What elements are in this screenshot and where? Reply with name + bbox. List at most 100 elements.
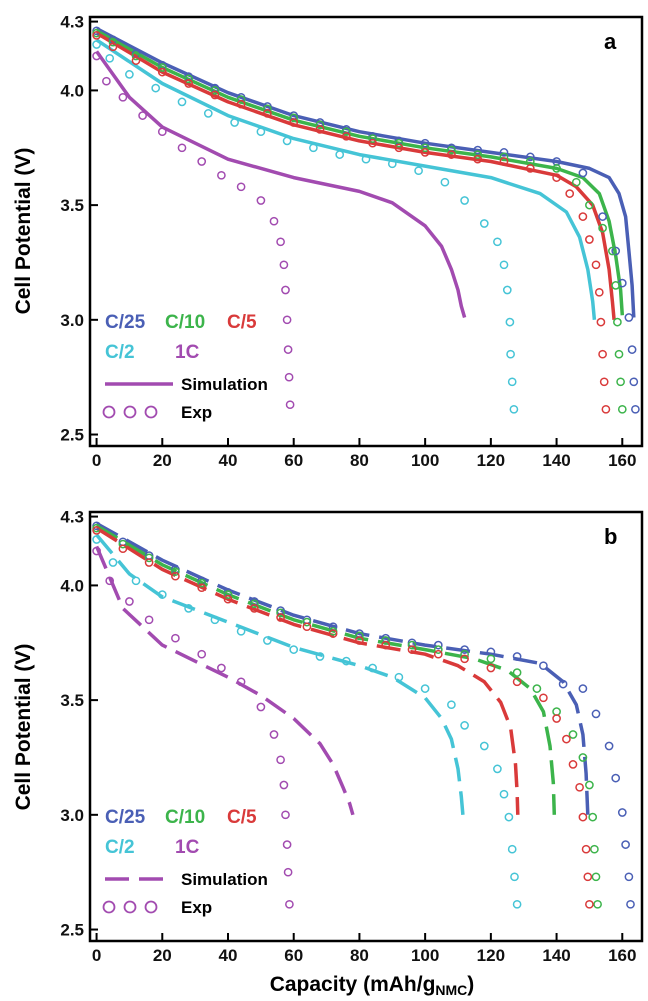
x-tick-label: 120 xyxy=(477,451,505,470)
legend-exp-marker xyxy=(102,900,116,914)
exp-point xyxy=(460,649,469,659)
legend-exp-label: Exp xyxy=(181,898,212,917)
plot-area xyxy=(92,521,635,909)
plot-frame xyxy=(88,510,644,943)
exp-point xyxy=(256,702,266,712)
y-tick-label: 4.3 xyxy=(60,13,84,32)
exp-point xyxy=(282,840,292,849)
exp-point xyxy=(335,150,345,159)
exp-point xyxy=(581,844,591,854)
exp-point xyxy=(486,663,496,673)
exp-point xyxy=(420,138,430,148)
exp-point xyxy=(279,780,289,790)
exp-point xyxy=(355,631,364,641)
y-tick-label: 3.0 xyxy=(60,311,84,330)
exp-point xyxy=(302,622,312,632)
exp-point xyxy=(223,594,233,604)
y-tick-label: 3.0 xyxy=(60,806,84,825)
exp-point xyxy=(276,237,285,247)
exp-point xyxy=(499,260,509,270)
y-tick-label: 3.5 xyxy=(60,691,84,710)
legend-rate-c-25: C/25 xyxy=(105,312,146,333)
panel-a: 0 20 40 60 80 100 120 140 160 2.5 3.0 3.5 4.0 4.3 Cell… xyxy=(12,13,644,470)
exp-point xyxy=(236,626,246,636)
legend-exp-marker xyxy=(144,900,158,914)
exp-point xyxy=(217,663,226,673)
legend-exp-marker xyxy=(123,405,137,419)
exp-point xyxy=(525,164,535,173)
exp-point xyxy=(624,872,634,882)
exp-point xyxy=(473,145,483,155)
exp-point xyxy=(279,260,289,270)
exp-point xyxy=(269,730,279,739)
exp-point xyxy=(512,668,522,677)
plot-area xyxy=(92,26,640,414)
exp-point xyxy=(598,223,607,233)
exp-point xyxy=(276,613,285,622)
panel-b: 0 20 40 60 80 100 120 140 160 2.5 3.0 3.5 4.0 4.3 Cell… xyxy=(12,508,644,998)
exp-point xyxy=(118,92,128,102)
exp-point xyxy=(108,37,118,47)
exp-point xyxy=(578,684,588,693)
exp-point xyxy=(599,377,609,387)
exp-point xyxy=(621,840,630,849)
legend-exp-label: Exp xyxy=(181,403,212,422)
exp-point xyxy=(281,810,290,820)
exp-point xyxy=(285,899,294,909)
exp-point xyxy=(585,899,594,909)
exp-point xyxy=(151,83,161,93)
sim-curve-c-25 xyxy=(95,521,590,815)
exp-point xyxy=(502,285,512,295)
exp-point xyxy=(118,539,128,549)
exp-point xyxy=(282,315,292,325)
exp-point xyxy=(509,404,519,414)
exp-point xyxy=(263,109,272,118)
legend-rate-c-2: C/2 xyxy=(105,837,135,858)
exp-point xyxy=(447,150,456,159)
y-tick-label: 3.5 xyxy=(60,196,84,215)
legend-rate-c-10: C/10 xyxy=(165,807,205,828)
exp-point xyxy=(624,313,634,322)
exp-point xyxy=(197,578,207,588)
sim-curve-c-5 xyxy=(95,526,520,815)
exp-point xyxy=(460,645,469,654)
x-tick-label: 140 xyxy=(542,946,570,965)
exp-point xyxy=(593,899,602,909)
exp-point xyxy=(460,196,469,205)
exp-point xyxy=(552,164,561,173)
exp-point xyxy=(631,404,640,414)
legend-rate-c-2: C/2 xyxy=(105,342,135,363)
exp-point xyxy=(507,377,517,387)
exp-point xyxy=(447,700,456,710)
exp-point xyxy=(499,152,509,162)
exp-point xyxy=(289,118,299,127)
exp-point xyxy=(144,558,154,567)
exp-point xyxy=(565,189,575,198)
exp-point xyxy=(341,131,351,141)
legend-rate-c-5: C/5 xyxy=(227,312,257,333)
exp-point xyxy=(263,104,272,114)
exp-point xyxy=(616,377,625,387)
exp-point xyxy=(223,590,233,599)
exp-point xyxy=(460,721,469,730)
exp-point xyxy=(281,285,290,295)
x-tick-label: 120 xyxy=(477,946,505,965)
x-tick-label: 160 xyxy=(608,451,636,470)
exp-point xyxy=(539,693,548,703)
exp-point xyxy=(230,118,239,127)
exp-point xyxy=(460,654,469,664)
exp-point xyxy=(585,200,594,210)
exp-point xyxy=(552,714,561,723)
exp-point xyxy=(611,246,621,256)
y-tick-label: 4.3 xyxy=(60,508,84,527)
exp-point xyxy=(157,127,167,137)
exp-point xyxy=(525,152,535,162)
exp-point xyxy=(284,372,294,382)
exp-point xyxy=(256,196,266,205)
sim-curve-1c xyxy=(95,50,467,318)
exp-point xyxy=(479,741,489,751)
exp-point xyxy=(568,760,578,769)
exp-point xyxy=(473,150,483,159)
exp-point xyxy=(539,661,548,671)
exp-point xyxy=(594,287,604,297)
